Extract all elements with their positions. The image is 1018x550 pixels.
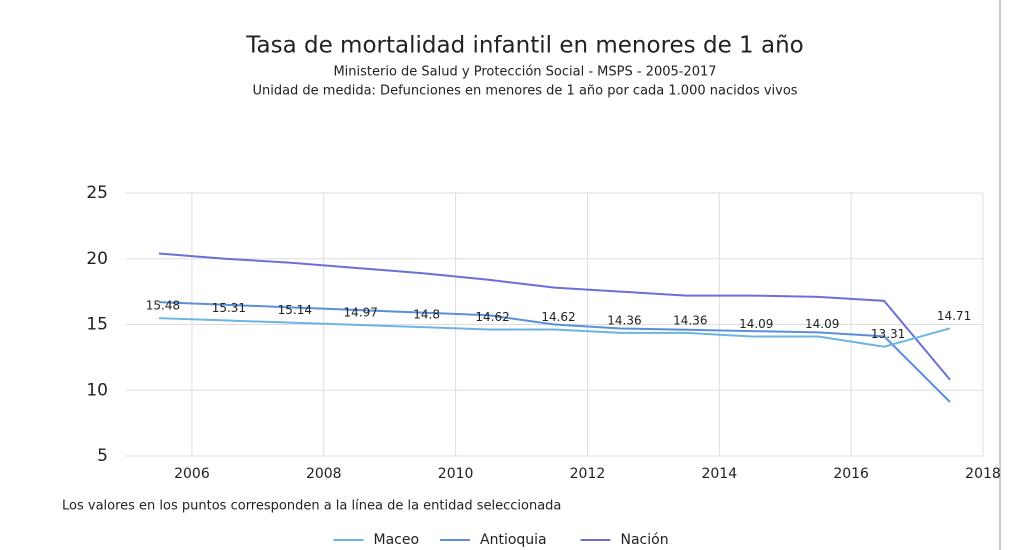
y-tick-label: 5 — [97, 446, 108, 466]
legend-label: Maceo — [374, 532, 420, 548]
data-label: 14.36 — [673, 313, 707, 327]
data-label: 14.62 — [475, 310, 509, 324]
x-tick-label: 2012 — [570, 466, 606, 482]
x-tick-label: 2010 — [438, 466, 474, 482]
y-tick-label: 25 — [86, 183, 108, 203]
series-line — [158, 252, 951, 381]
legend-label: Antioquia — [480, 532, 547, 548]
x-tick-label: 2018 — [965, 466, 1001, 482]
data-label: 14.36 — [607, 313, 641, 327]
data-label: 14.62 — [541, 310, 575, 324]
data-label: 14.09 — [739, 317, 773, 331]
series-line — [158, 317, 951, 348]
legend-label: Nación — [621, 532, 669, 548]
y-tick-label: 10 — [86, 380, 108, 400]
x-tick-label: 2006 — [174, 466, 210, 482]
series-line — [158, 301, 951, 403]
data-label: 14.71 — [937, 309, 971, 323]
unit-note: Unidad de medida: Defunciones en menores… — [252, 84, 797, 99]
data-label: 14.8 — [413, 308, 440, 322]
chart-subtitle: Ministerio de Salud y Protección Social … — [333, 65, 716, 80]
x-tick-label: 2014 — [701, 466, 737, 482]
chart-title: Tasa de mortalidad infantil en menores d… — [245, 33, 803, 59]
data-label: 14.09 — [805, 317, 839, 331]
x-tick-label: 2016 — [833, 466, 869, 482]
data-label: 13.31 — [871, 327, 905, 341]
y-tick-label: 20 — [86, 249, 108, 269]
x-tick-label: 2008 — [306, 466, 342, 482]
data-label: 15.14 — [278, 303, 312, 317]
footnote: Los valores en los puntos corresponden a… — [62, 499, 561, 514]
data-label: 14.97 — [344, 305, 378, 319]
data-label: 15.48 — [146, 299, 180, 313]
data-label: 15.31 — [212, 301, 246, 315]
y-tick-label: 15 — [86, 315, 108, 335]
